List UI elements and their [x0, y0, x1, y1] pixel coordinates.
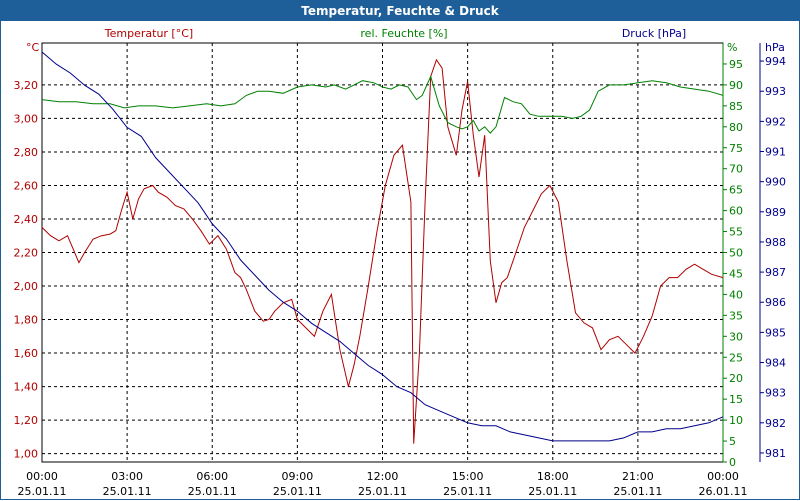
humidity-tick-label: 65	[729, 184, 743, 197]
series-line-temperature	[41, 58, 724, 444]
pressure-tick-label: 992	[765, 115, 786, 128]
tick-labels: 00:00 25.01.11 03:00 25.01.11 06:00 25.01.11 0…	[14, 55, 787, 498]
temperature-tick-label: 2,60	[14, 179, 39, 192]
pressure-tick-label: 987	[765, 266, 786, 279]
x-tick-time: 15:00	[452, 470, 484, 483]
humidity-tick-label: 10	[729, 414, 743, 427]
humidity-tick-label: 85	[729, 100, 743, 113]
pressure-axis-label: Druck [hPa]	[622, 27, 686, 40]
series-line-humidity	[41, 75, 724, 134]
humidity-axis-label: rel. Feuchte [%]	[360, 27, 447, 40]
x-tick-date: 25.01.11	[613, 485, 662, 498]
x-tick-time: 12:00	[367, 470, 399, 483]
pressure-tick-label: 991	[765, 146, 786, 159]
axes	[41, 42, 764, 463]
pressure-tick-label: 989	[765, 206, 786, 219]
humidity-tick-label: 60	[729, 205, 743, 218]
x-tick-date: 25.01.11	[358, 485, 407, 498]
humidity-tick-label: 75	[729, 142, 743, 155]
humidity-tick-label: 55	[729, 226, 743, 239]
temperature-tick-label: 2,00	[14, 280, 39, 293]
humidity-tick-label: 20	[729, 372, 743, 385]
humidity-tick-label: 0	[729, 456, 736, 469]
humidity-tick-label: 25	[729, 351, 743, 364]
humidity-unit-label: %	[727, 41, 737, 54]
humidity-tick-label: 30	[729, 330, 743, 343]
pressure-tick-label: 982	[765, 417, 786, 430]
temperature-tick-label: 1,20	[14, 414, 39, 427]
pressure-tick-label: 984	[765, 357, 786, 370]
temperature-unit-label: °C	[26, 41, 40, 54]
chart-title: Temperatur, Feuchte & Druck	[1, 1, 799, 21]
temperature-axis-label: Temperatur [°C]	[104, 27, 193, 40]
pressure-tick-label: 983	[765, 387, 786, 400]
series-line-pressure	[41, 51, 724, 442]
pressure-tick-label: 994	[765, 55, 786, 68]
x-tick-date: 25.01.11	[188, 485, 237, 498]
x-tick-date: 25.01.11	[18, 485, 67, 498]
humidity-tick-label: 40	[729, 288, 743, 301]
temperature-tick-label: 1,40	[14, 381, 39, 394]
pressure-tick-label: 990	[765, 176, 786, 189]
series-lines	[41, 51, 724, 444]
humidity-tick-label: 90	[729, 79, 743, 92]
humidity-tick-label: 35	[729, 309, 743, 322]
x-tick-time: 03:00	[111, 470, 143, 483]
x-tick-date: 25.01.11	[103, 485, 152, 498]
humidity-tick-label: 5	[729, 435, 736, 448]
x-tick-time: 00:00	[26, 470, 58, 483]
x-tick-time: 18:00	[537, 470, 569, 483]
temperature-tick-label: 1,60	[14, 347, 39, 360]
humidity-tick-label: 95	[729, 58, 743, 71]
x-tick-time: 06:00	[196, 470, 228, 483]
x-tick-time: 21:00	[622, 470, 654, 483]
grid	[42, 43, 723, 462]
x-tick-date: 25.01.11	[273, 485, 322, 498]
pressure-tick-label: 981	[765, 447, 786, 460]
pressure-unit-label: hPa	[765, 41, 785, 54]
pressure-tick-label: 993	[765, 85, 786, 98]
x-tick-time: 09:00	[282, 470, 314, 483]
humidity-tick-label: 50	[729, 247, 743, 260]
x-tick-time: 00:00	[707, 470, 739, 483]
x-tick-date: 26.01.11	[699, 485, 748, 498]
pressure-tick-label: 988	[765, 236, 786, 249]
pressure-tick-label: 986	[765, 296, 786, 309]
humidity-tick-label: 15	[729, 393, 743, 406]
humidity-tick-label: 45	[729, 267, 743, 280]
temperature-tick-label: 2,40	[14, 213, 39, 226]
x-tick-date: 25.01.11	[528, 485, 577, 498]
x-tick-date: 25.01.11	[443, 485, 492, 498]
pressure-tick-label: 985	[765, 326, 786, 339]
humidity-tick-label: 70	[729, 163, 743, 176]
temperature-tick-label: 1,00	[14, 448, 39, 461]
temperature-tick-label: 3,20	[14, 79, 39, 92]
temperature-tick-label: 3,00	[14, 112, 39, 125]
temperature-tick-label: 2,80	[14, 146, 39, 159]
temperature-tick-label: 1,80	[14, 314, 39, 327]
humidity-tick-label: 80	[729, 121, 743, 134]
temperature-tick-label: 2,20	[14, 247, 39, 260]
